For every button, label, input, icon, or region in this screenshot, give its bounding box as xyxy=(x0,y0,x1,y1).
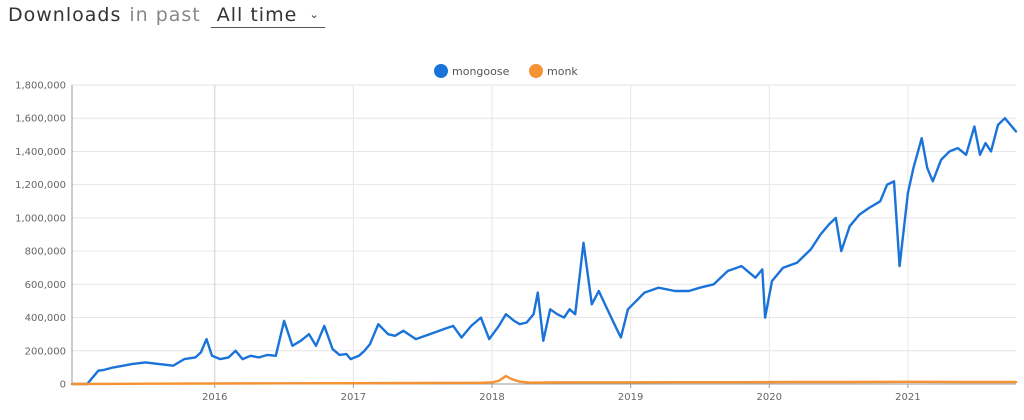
x-tick-label: 2019 xyxy=(618,392,643,403)
legend-label-mongoose[interactable]: mongoose xyxy=(452,65,510,78)
y-tick-label: 1,400,000 xyxy=(15,147,66,158)
chart-legend[interactable]: mongoose monk xyxy=(434,64,578,78)
legend-swatch-monk xyxy=(529,64,543,78)
y-tick-label: 1,000,000 xyxy=(15,213,66,224)
x-tick-label: 2017 xyxy=(341,392,366,403)
legend-swatch-mongoose xyxy=(434,64,448,78)
time-range-select[interactable]: All time ⌄ xyxy=(210,4,325,28)
x-tick-label: 2016 xyxy=(202,392,227,403)
time-range-value: All time xyxy=(216,4,298,26)
y-tick-label: 400,000 xyxy=(25,313,66,324)
y-tick-label: 0 xyxy=(60,380,66,391)
series-line-monk xyxy=(70,374,1018,386)
y-tick-label: 1,200,000 xyxy=(15,180,66,191)
legend-label-monk[interactable]: monk xyxy=(547,65,578,78)
series-line-mongoose xyxy=(70,117,1018,386)
chart-series xyxy=(70,117,1018,386)
downloads-header: Downloads in past All time ⌄ xyxy=(8,4,325,32)
x-tick-label: 2020 xyxy=(757,392,782,403)
x-tick-label: 2021 xyxy=(895,392,920,403)
x-tick-label: 2018 xyxy=(479,392,504,403)
y-tick-label: 200,000 xyxy=(25,346,66,357)
chevron-down-icon: ⌄ xyxy=(309,8,319,21)
downloads-chart: 0 200,000 400,000 600,000 800,000 1,000,000 1,… xyxy=(15,64,1018,403)
y-tick-label: 1,800,000 xyxy=(15,81,66,92)
y-tick-label: 600,000 xyxy=(25,280,66,291)
in-past-label: in past xyxy=(129,4,201,26)
downloads-title: Downloads xyxy=(8,4,122,26)
y-tick-label: 800,000 xyxy=(25,247,66,258)
chart-axes: 0 200,000 400,000 600,000 800,000 1,000,000 1,… xyxy=(15,81,1016,403)
y-tick-label: 1,600,000 xyxy=(15,114,66,125)
chart-grid xyxy=(72,84,1016,385)
